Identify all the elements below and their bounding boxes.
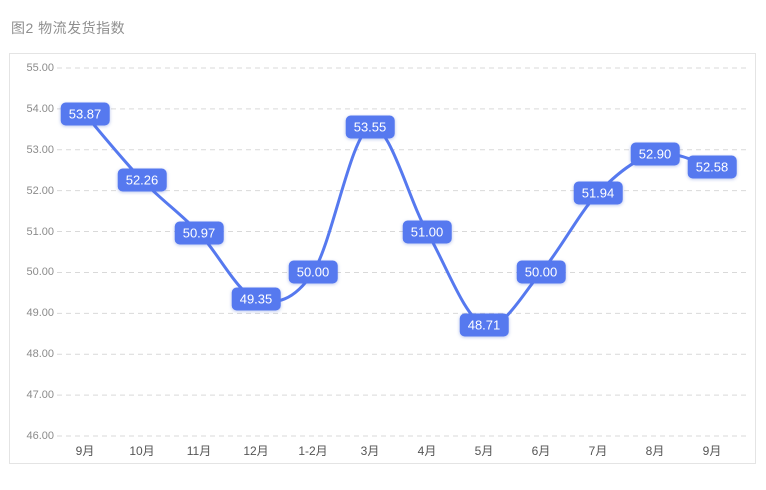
x-axis-label: 5月 bbox=[474, 444, 494, 458]
y-axis-label: 54.00 bbox=[26, 102, 54, 115]
y-axis-label: 52.00 bbox=[26, 184, 54, 197]
chart-panel: 55.00 54.00 53.00 52.00 51.00 50.00 49.00 48.00… bbox=[9, 53, 756, 464]
x-axis-label: 9月 bbox=[702, 444, 722, 458]
y-axis-label: 50.00 bbox=[26, 266, 54, 279]
data-label: 52.90 bbox=[630, 142, 680, 166]
chart-title: 图2 物流发货指数 bbox=[11, 20, 126, 36]
x-axis-label: 10月 bbox=[129, 444, 155, 458]
x-axis-label: 11月 bbox=[186, 444, 212, 458]
x-axis-label: 7月 bbox=[588, 444, 608, 458]
y-axis-label: 48.00 bbox=[26, 348, 54, 361]
x-axis-label: 12月 bbox=[243, 444, 269, 458]
data-label: 50.00 bbox=[288, 260, 338, 284]
x-axis-label: 8月 bbox=[645, 444, 665, 458]
x-axis-label: 4月 bbox=[417, 444, 437, 458]
x-axis-label: 1-2月 bbox=[298, 444, 328, 458]
y-axis-label: 47.00 bbox=[26, 389, 54, 402]
x-axis-label: 9月 bbox=[75, 444, 95, 458]
data-label: 53.55 bbox=[345, 115, 395, 139]
series-line bbox=[83, 112, 714, 328]
y-axis-label: 51.00 bbox=[26, 225, 54, 238]
data-label: 51.94 bbox=[573, 181, 623, 205]
y-axis-label: 53.00 bbox=[26, 143, 54, 156]
data-label: 52.58 bbox=[687, 155, 737, 179]
y-axis-label: 49.00 bbox=[26, 307, 54, 320]
data-label: 50.00 bbox=[516, 260, 566, 284]
data-label: 52.26 bbox=[117, 168, 167, 192]
x-axis-label: 6月 bbox=[531, 444, 551, 458]
y-axis-label: 46.00 bbox=[26, 430, 54, 442]
data-label: 49.35 bbox=[231, 287, 281, 311]
data-label: 50.97 bbox=[174, 221, 224, 245]
x-axis-label: 3月 bbox=[360, 444, 380, 458]
y-axis-label: 55.00 bbox=[26, 62, 54, 74]
data-label: 53.87 bbox=[60, 102, 110, 126]
data-label: 51.00 bbox=[402, 220, 452, 244]
data-label: 48.71 bbox=[459, 313, 509, 337]
